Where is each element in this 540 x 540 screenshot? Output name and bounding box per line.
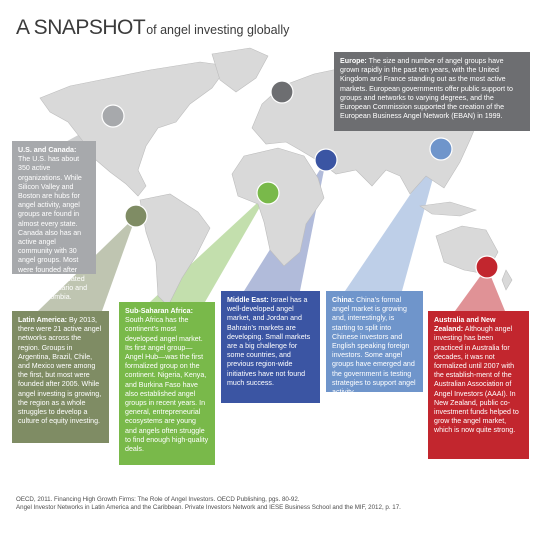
indonesia	[419, 201, 477, 217]
middle-east-info-box: Middle East: Israel has a well-developed…	[221, 291, 320, 403]
europe-heading: Europe:	[340, 57, 367, 65]
sub-saharan-africa-info-box: Sub-Saharan Africa: South Africa has the…	[119, 302, 215, 465]
marker-europe	[270, 80, 294, 104]
marker-middle-east	[314, 148, 338, 172]
marker-latin-america	[124, 204, 148, 228]
us-canada-text: The U.S. has about 350 active organizati…	[18, 155, 88, 302]
reference-line: OECD, 2011. Financing High Growth Firms:…	[16, 496, 300, 503]
middle-east-heading: Middle East:	[227, 296, 269, 304]
title-sub: of angel investing globally	[146, 23, 290, 37]
china-heading: China:	[332, 296, 355, 304]
south-america	[139, 193, 211, 307]
reference-line: Angel Investor Networks in Latin America…	[16, 504, 401, 511]
europe-info-box: Europe: The size and number of angel gro…	[334, 52, 530, 131]
europe-text: The size and number of angel groups have…	[340, 57, 513, 121]
new-zealand	[501, 269, 513, 291]
title-main: A SNAPSHOT	[16, 16, 146, 39]
latin-america-heading: Latin America:	[18, 316, 68, 324]
australia-nz-info-box: Australia and New Zealand: Although ange…	[428, 311, 529, 459]
china-text: China's formal angel market is growing a…	[332, 296, 416, 397]
wedge-australia-nz	[455, 267, 505, 311]
page-title: A SNAPSHOTof angel investing globally	[16, 16, 289, 40]
sub-saharan-africa-heading: Sub-Saharan Africa:	[125, 307, 193, 315]
latin-america-text: By 2013, there were 21 active angel netw…	[18, 316, 102, 426]
greenland	[211, 47, 269, 93]
references: OECD, 2011. Financing High Growth Firms:…	[16, 496, 531, 512]
africa	[231, 147, 325, 267]
sub-saharan-africa-text: South Africa has the continent's most de…	[125, 316, 209, 454]
us-canada-heading: U.S. and Canada:	[18, 146, 77, 154]
us-canada-info-box: U.S. and Canada: The U.S. has about 350 …	[12, 141, 96, 301]
marker-china	[429, 137, 453, 161]
marker-us-canada	[101, 104, 125, 128]
marker-australia-nz	[475, 255, 499, 279]
australia-nz-text: Although angel investing has been practi…	[434, 325, 519, 435]
middle-east-text: Israel has a well-developed angel market…	[227, 296, 311, 387]
marker-sub-saharan-africa	[256, 181, 280, 205]
region-markers	[101, 80, 499, 279]
australia-nz-heading: Australia and New Zealand:	[434, 316, 496, 334]
china-info-box: China: China's formal angel market is gr…	[326, 291, 423, 396]
latin-america-info-box: Latin America: By 2013, there were 21 ac…	[12, 311, 109, 443]
